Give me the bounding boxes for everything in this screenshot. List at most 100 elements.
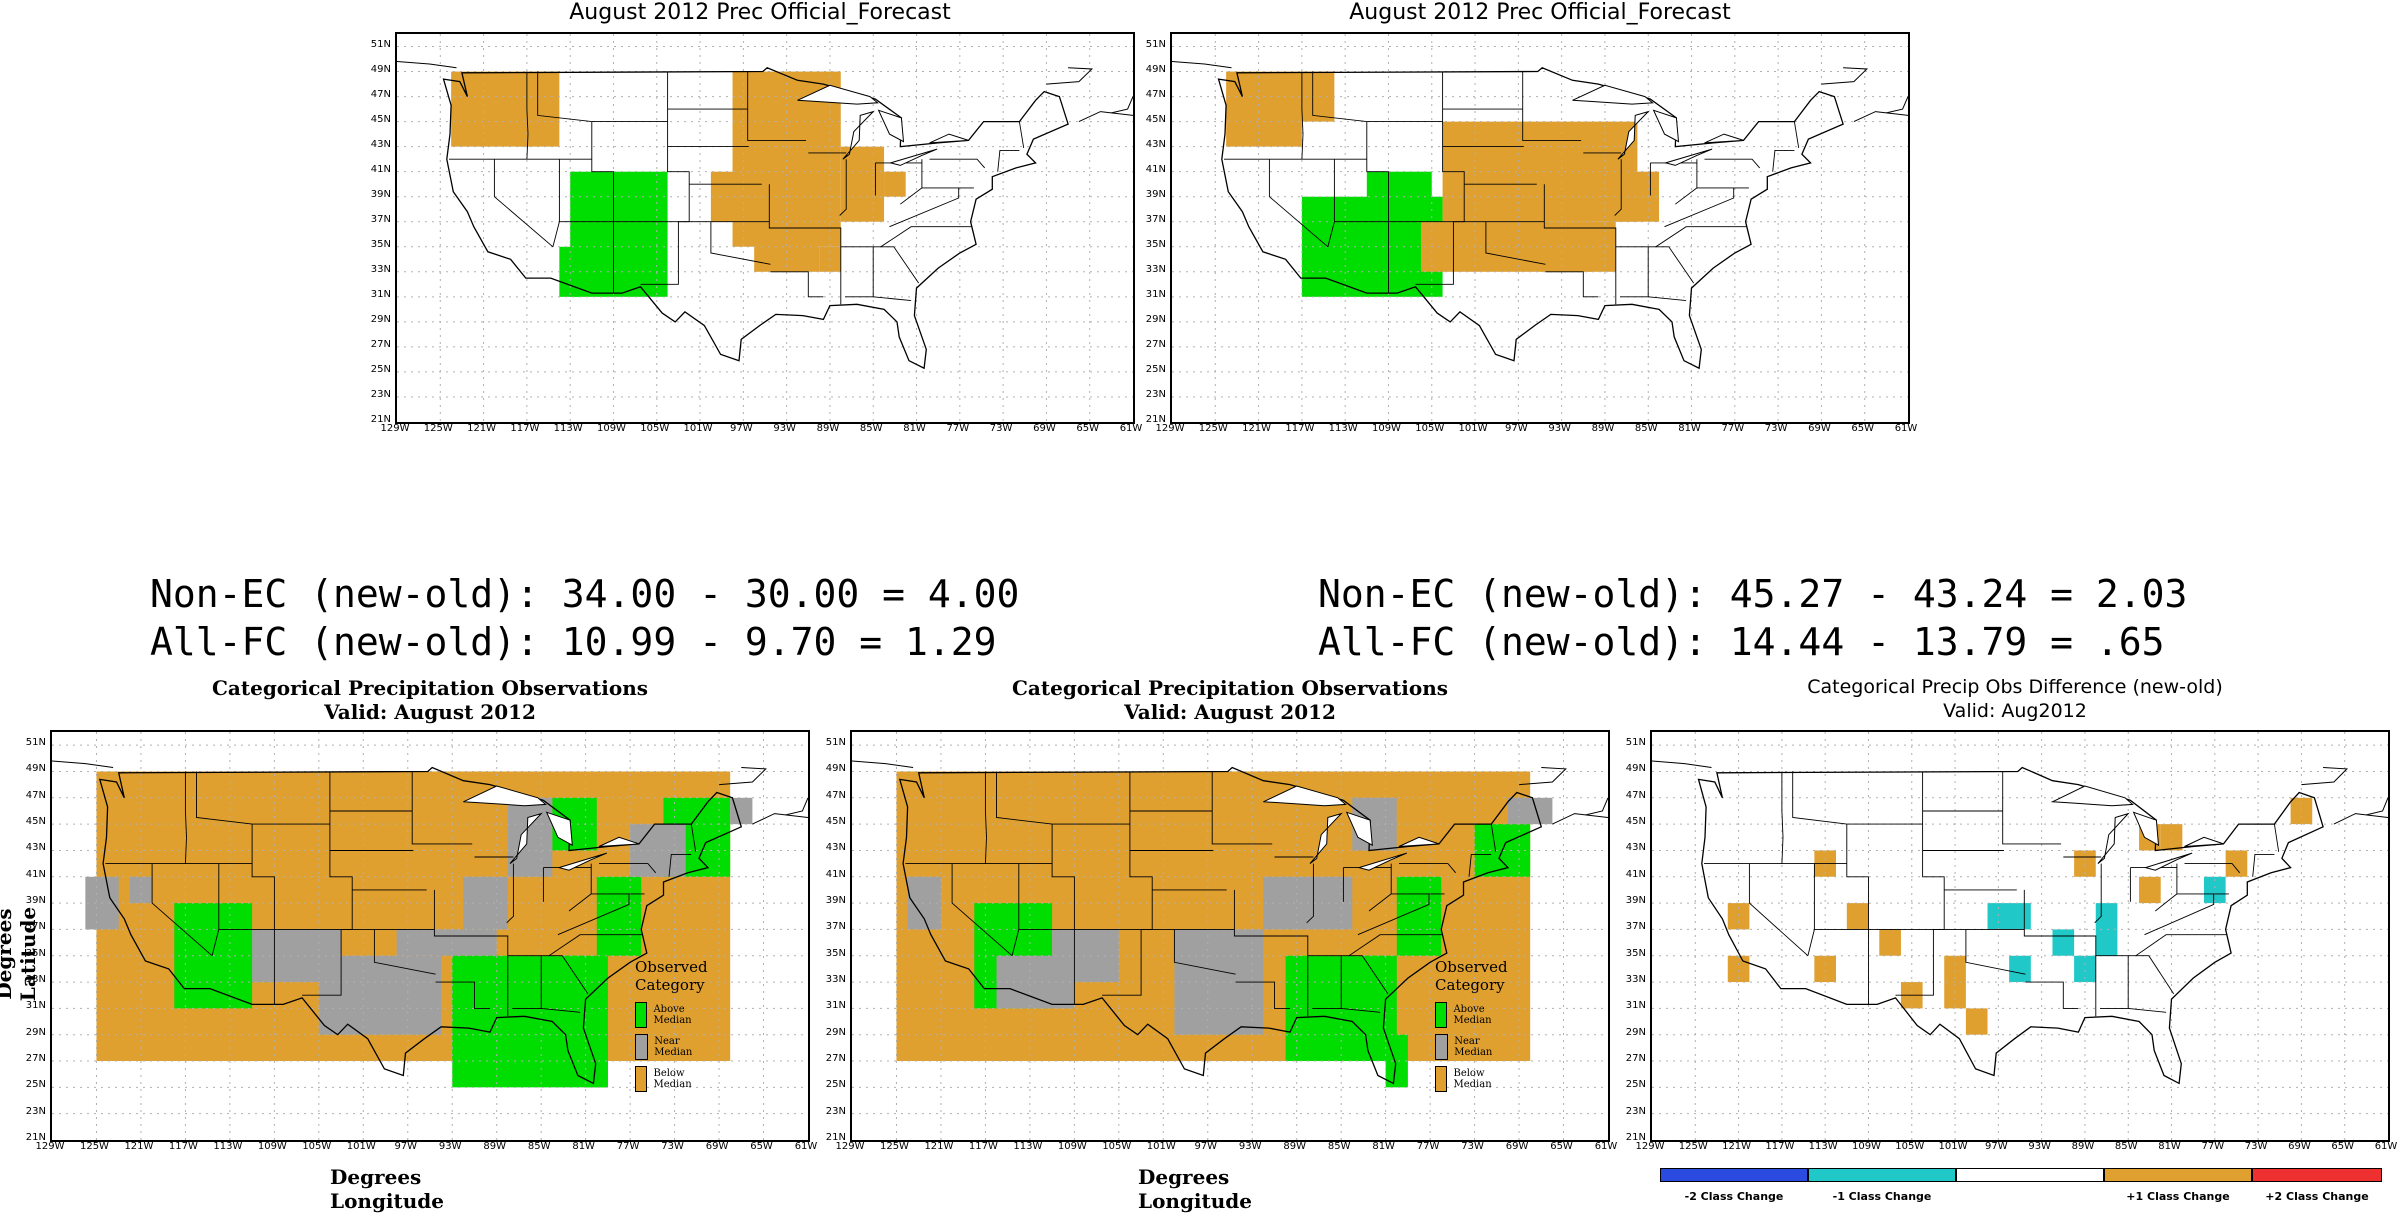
lon-tick-label: 93W	[1548, 423, 1571, 434]
stats-left-line1: Non-EC (new-old): 34.00 - 30.00 = 4.00	[150, 572, 1020, 616]
shaded-region	[559, 246, 581, 297]
state-boundary	[996, 771, 1053, 825]
coastline	[752, 813, 808, 825]
lat-tick-label: 35N	[1145, 238, 1166, 250]
colorbar-label: +1 Class Change	[2126, 1190, 2230, 1203]
lat-tick-label: 49N	[370, 63, 391, 75]
lat-tick-label: 21N	[370, 414, 391, 425]
lat-tick-label: 47N	[370, 88, 391, 100]
forecast-map-right	[1170, 32, 1910, 424]
legend-label: Above Median	[1453, 1004, 1492, 1026]
lat-tick-label: 45N	[370, 113, 391, 125]
lat-tick-label: 45N	[825, 816, 846, 828]
shaded-region	[1396, 876, 1442, 956]
state-boundary	[1620, 246, 1649, 298]
lon-tick-label: 73W	[2244, 1141, 2268, 1152]
legend-item: Above Median	[1435, 1002, 1508, 1028]
lon-tick-label: 65W	[1076, 423, 1100, 434]
map-title: August 2012 Prec Official_Forecast	[1349, 0, 1731, 25]
shaded-region	[2139, 876, 2161, 904]
lon-tick-label: 89W	[1283, 1141, 1307, 1152]
state-boundary	[506, 863, 514, 924]
lon-tick-label: 129W	[35, 1141, 65, 1152]
stats-left-line2: All-FC (new-old): 10.99 - 9.70 = 1.29	[150, 620, 997, 664]
state-boundary	[552, 159, 560, 247]
lat-tick-label: 27N	[825, 1053, 846, 1065]
state-boundary	[1895, 771, 1945, 996]
lon-tick-label: 109W	[1851, 1141, 1881, 1152]
state-boundary	[889, 187, 960, 228]
shaded-region	[2052, 929, 2075, 956]
observation-map-left	[50, 730, 810, 1142]
lat-tick-label: 29N	[1145, 313, 1166, 325]
lat-tick-label: 45N	[1625, 816, 1646, 828]
coastline	[1078, 111, 1133, 123]
lat-tick-label: 33N	[25, 974, 46, 986]
colorbar-cell	[1808, 1168, 1956, 1182]
state-boundary	[921, 159, 974, 189]
lon-tick-label: 125W	[1678, 1141, 1708, 1152]
us-coastline	[898, 766, 1543, 1085]
shaded-region	[1814, 955, 1836, 983]
state-boundary	[1846, 824, 1869, 1005]
lat-tick-label: 41N	[25, 868, 46, 880]
colorbar-labels: -2 Class Change -1 Class Change +1 Class…	[1660, 1190, 2382, 1203]
lon-tick-label: 65W	[750, 1141, 773, 1152]
lat-tick-label: 41N	[1625, 868, 1646, 880]
lon-tick-label: 121W	[924, 1141, 954, 1152]
observed-category-legend: Observed Category Above Median Near Medi…	[635, 958, 708, 1098]
coastline	[397, 61, 457, 69]
great-lake	[1652, 109, 1680, 143]
state-boundary	[951, 863, 1013, 957]
state-boundary	[1312, 955, 1342, 1009]
state-boundary	[2128, 1007, 2167, 1013]
lat-tick-label: 31N	[1145, 288, 1166, 300]
lon-tick-label: 73W	[989, 423, 1013, 434]
lon-tick-label: 121W	[1722, 1141, 1752, 1152]
lon-tick-label: 117W	[1765, 1141, 1795, 1152]
state-boundary	[997, 149, 1020, 172]
lat-tick-label: 31N	[1625, 1000, 1646, 1012]
shaded-region	[1965, 1008, 1988, 1035]
lat-tick-label: 39N	[825, 895, 846, 907]
lon-tick-label: 121W	[124, 1141, 154, 1152]
lon-tick-label: 93W	[773, 423, 796, 434]
lon-tick-label: 113W	[1328, 423, 1358, 434]
legend-title: Observed Category	[1435, 958, 1508, 994]
state-boundary	[251, 824, 275, 1005]
state-boundary	[2135, 955, 2175, 995]
map-subtitle: Valid: August 2012	[1124, 700, 1336, 724]
lon-tick-label: 117W	[168, 1141, 198, 1152]
lat-tick-label: 41N	[825, 868, 846, 880]
shaded-region	[1987, 903, 2031, 930]
lon-tick-label: 69W	[2288, 1141, 2311, 1152]
great-lake	[1263, 785, 1347, 807]
lat-tick-label: 33N	[370, 263, 391, 275]
shaded-region	[530, 955, 586, 1035]
legend-label: Near Median	[1454, 1036, 1493, 1058]
state-boundary	[2155, 893, 2178, 912]
great-lake	[2097, 812, 2130, 864]
state-boundary	[839, 159, 847, 216]
lat-tick-label: 45N	[1145, 113, 1166, 125]
lon-tick-label: 125W	[879, 1141, 909, 1152]
legend-swatch	[1435, 1002, 1448, 1028]
map-canvas	[852, 732, 1608, 1140]
shaded-region	[1385, 1034, 1408, 1088]
state-boundary	[591, 121, 614, 294]
lat-tick-label: 31N	[825, 1000, 846, 1012]
lon-tick-label: 69W	[1808, 423, 1831, 434]
shaded-region	[1507, 797, 1553, 825]
legend-item: Below Median	[1435, 1066, 1508, 1092]
legend-title: Observed Category	[635, 958, 708, 994]
map-title: Categorical Precipitation Observations	[211, 676, 648, 700]
map-subtitle: Valid: Aug2012	[1943, 700, 2087, 722]
state-boundary	[1614, 159, 1622, 216]
legend-label: Below Median	[1453, 1068, 1492, 1090]
map-title: Categorical Precipitation Observations	[1011, 676, 1448, 700]
lon-tick-label: 73W	[1764, 423, 1788, 434]
lat-tick-label: 51N	[825, 737, 846, 749]
legend-label: Above Median	[653, 1004, 692, 1026]
state-boundary	[1704, 158, 1761, 169]
state-boundary	[1415, 71, 1465, 285]
